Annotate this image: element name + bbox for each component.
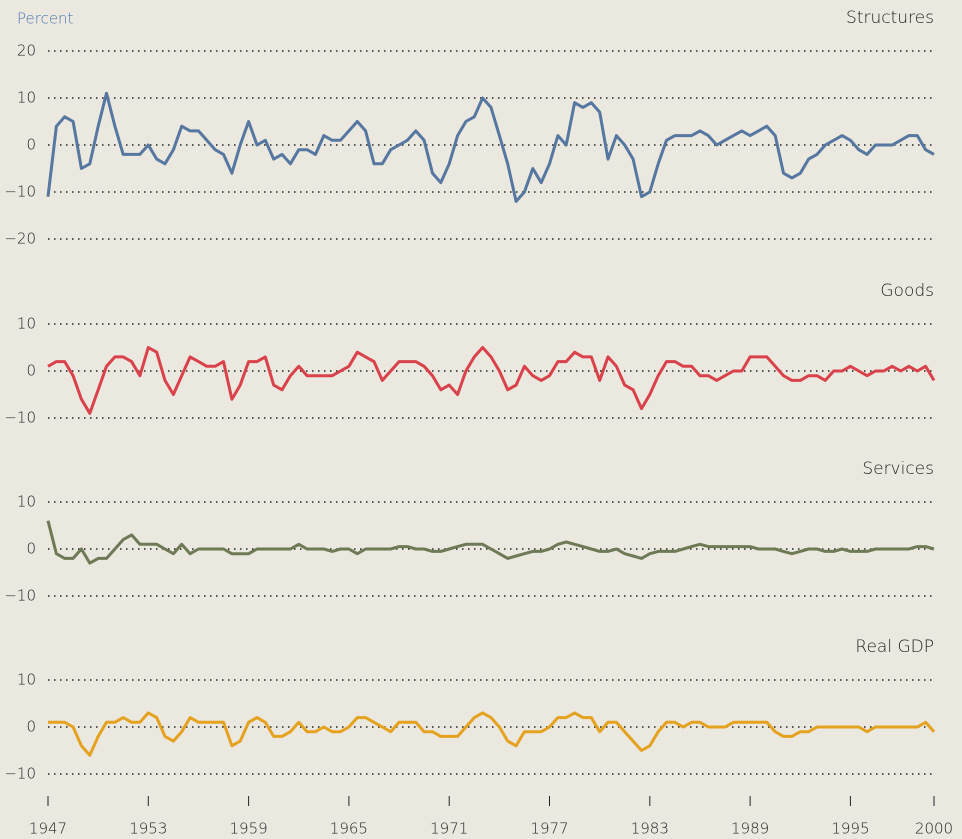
panel-title: Services — [862, 459, 934, 479]
series-line — [47, 346, 936, 415]
series-line — [48, 711, 936, 757]
x-tick-label: 1995 — [831, 820, 869, 838]
series-line — [46, 91, 935, 203]
x-tick-label: 1959 — [230, 820, 268, 838]
panel-title: Goods — [880, 281, 934, 301]
y-axis-label: Percent — [17, 10, 74, 28]
y-tick-label: 0 — [26, 362, 36, 380]
series-line — [46, 520, 935, 565]
y-tick-label: 10 — [17, 671, 36, 689]
x-tick-label: 1983 — [631, 820, 669, 838]
x-tick-label: 2000 — [915, 820, 953, 838]
y-tick-label: −10 — [4, 765, 36, 783]
x-tick-label: 1977 — [530, 820, 568, 838]
y-tick-label: 0 — [26, 136, 36, 154]
panel-title: Real GDP — [855, 637, 934, 657]
y-tick-label: 10 — [17, 315, 36, 333]
y-tick-label: −10 — [4, 183, 36, 201]
x-tick-label: 1953 — [129, 820, 167, 838]
panel-title: Structures — [846, 8, 934, 28]
x-tick-label: 1971 — [430, 820, 468, 838]
y-tick-label: 0 — [26, 540, 36, 558]
y-tick-label: 20 — [17, 42, 36, 60]
y-tick-label: 10 — [17, 493, 36, 511]
y-tick-label: 10 — [17, 89, 36, 107]
y-tick-label: −20 — [4, 230, 36, 248]
y-tick-label: −10 — [4, 409, 36, 427]
x-tick-label: 1947 — [29, 820, 67, 838]
y-tick-label: −10 — [4, 587, 36, 605]
y-tick-label: 0 — [26, 718, 36, 736]
x-tick-label: 1989 — [731, 820, 769, 838]
x-tick-label: 1965 — [330, 820, 368, 838]
